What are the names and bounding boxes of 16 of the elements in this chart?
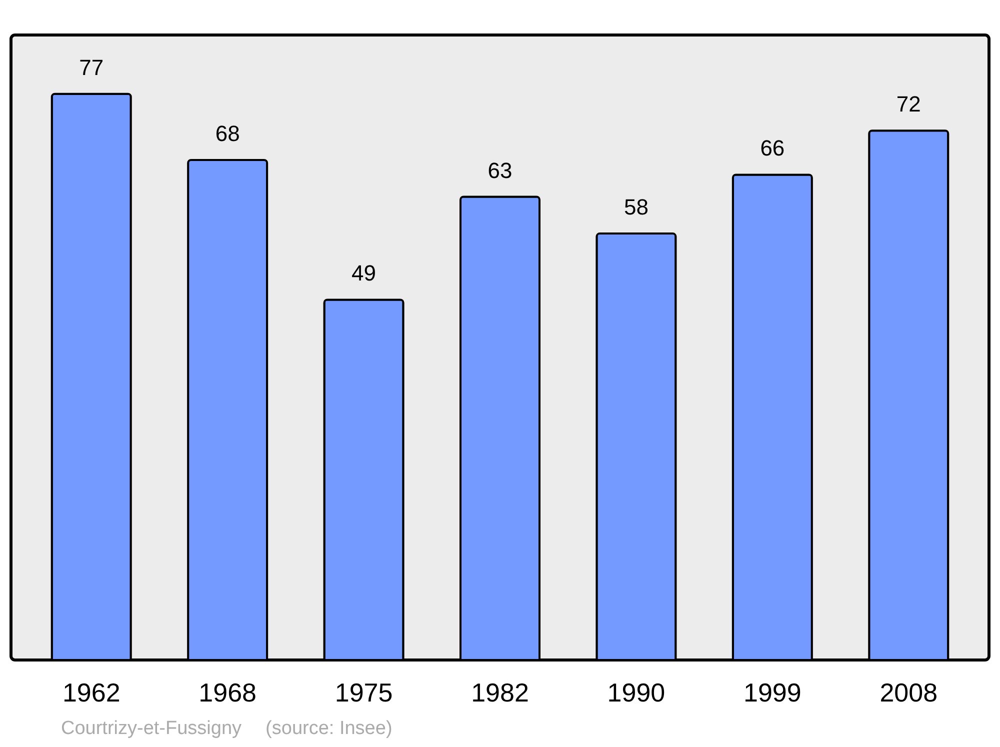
text: (source: Insee)	[266, 718, 392, 739]
x-tick-label: 1962	[62, 678, 120, 708]
data-label: 77	[79, 54, 104, 80]
x-tick-label: 1982	[471, 678, 529, 708]
data-label: 63	[488, 158, 512, 183]
data-label: 68	[215, 121, 240, 146]
data-label: 66	[760, 136, 785, 161]
x-tick-label: 1999	[744, 678, 802, 708]
x-tick-label: 2008	[880, 678, 938, 708]
text: Courtrizy-et-Fussigny	[61, 718, 242, 739]
x-tick-label: 1975	[334, 678, 393, 708]
data-label: 72	[896, 92, 921, 117]
x-tick-label: 1968	[198, 678, 256, 708]
data-label: 49	[352, 260, 376, 286]
data-label: 58	[624, 194, 648, 220]
x-tick-label: 1990	[607, 678, 666, 708]
